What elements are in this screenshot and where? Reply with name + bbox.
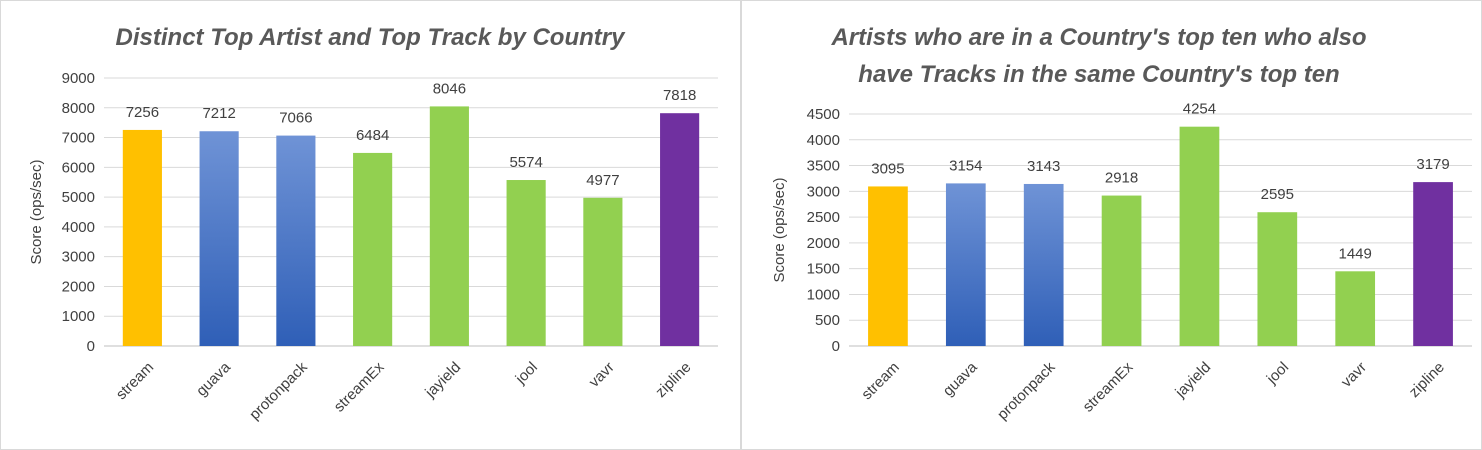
bar-protonpack bbox=[1023, 183, 1064, 346]
x-tick-label-jool: jool bbox=[512, 359, 541, 388]
data-label-jayield: 4254 bbox=[1183, 101, 1216, 118]
data-label-streamEx: 6484 bbox=[356, 127, 389, 144]
chart-panel-left: Distinct Top Artist and Top Track by Cou… bbox=[0, 0, 741, 450]
bar-vavr bbox=[1335, 271, 1376, 346]
x-tick-label-vavr: vavr bbox=[1338, 359, 1370, 391]
y-tick-label: 0 bbox=[87, 338, 95, 355]
x-tick-label-vavr: vavr bbox=[586, 359, 618, 391]
bar-guava bbox=[199, 131, 239, 346]
y-tick-label: 3000 bbox=[807, 183, 840, 200]
y-tick-label: 3500 bbox=[807, 158, 840, 175]
data-label-jool: 2595 bbox=[1261, 186, 1294, 203]
x-tick-label-guava: guava bbox=[940, 358, 981, 399]
bar-jool bbox=[1257, 212, 1298, 346]
data-label-zipline: 7818 bbox=[663, 87, 696, 104]
bar-guava bbox=[945, 183, 986, 346]
data-label-guava: 7212 bbox=[202, 105, 235, 122]
y-tick-label: 1500 bbox=[807, 261, 840, 278]
x-tick-label-jayield: jayield bbox=[1171, 359, 1214, 402]
chart-title: have Tracks in the same Country's top te… bbox=[858, 61, 1339, 88]
data-label-jayield: 8046 bbox=[433, 80, 466, 97]
chart-title: Artists who are in a Country's top ten w… bbox=[830, 24, 1366, 51]
y-tick-label: 8000 bbox=[62, 100, 95, 117]
bar-streamEx bbox=[1101, 195, 1142, 346]
x-tick-label-protonpack: protonpack bbox=[994, 358, 1059, 423]
data-label-guava: 3154 bbox=[949, 157, 982, 174]
data-label-zipline: 3179 bbox=[1416, 156, 1449, 173]
y-tick-label: 4500 bbox=[807, 106, 840, 123]
x-tick-label-zipline: zipline bbox=[1406, 359, 1448, 401]
x-tick-label-jayield: jayield bbox=[421, 359, 464, 402]
y-tick-label: 1000 bbox=[62, 308, 95, 325]
bar-chart-distinct-top-artist: Distinct Top Artist and Top Track by Cou… bbox=[28, 24, 718, 423]
bar-zipline bbox=[660, 113, 700, 347]
y-tick-label: 2500 bbox=[807, 209, 840, 226]
bar-jayield bbox=[1179, 126, 1220, 346]
y-axis-label: Score (ops/sec) bbox=[771, 177, 788, 282]
bar-vavr bbox=[583, 197, 623, 346]
data-label-vavr: 1449 bbox=[1339, 245, 1372, 262]
y-tick-label: 4000 bbox=[62, 219, 95, 236]
y-tick-label: 9000 bbox=[62, 70, 95, 87]
data-label-jool: 5574 bbox=[509, 154, 542, 171]
data-label-vavr: 4977 bbox=[586, 172, 619, 189]
chart-panel-right: Artists who are in a Country's top ten w… bbox=[741, 0, 1482, 450]
x-tick-label-jool: jool bbox=[1263, 359, 1292, 388]
y-tick-label: 7000 bbox=[62, 130, 95, 147]
bar-jayield bbox=[429, 106, 469, 347]
y-tick-label: 500 bbox=[815, 312, 840, 329]
data-label-stream: 7256 bbox=[126, 104, 159, 121]
y-axis-label: Score (ops/sec) bbox=[28, 159, 45, 264]
y-tick-label: 2000 bbox=[807, 235, 840, 252]
y-tick-label: 0 bbox=[832, 338, 840, 355]
x-tick-label-guava: guava bbox=[193, 358, 234, 399]
y-tick-label: 4000 bbox=[807, 132, 840, 149]
data-label-stream: 3095 bbox=[871, 160, 904, 177]
x-tick-label-zipline: zipline bbox=[652, 359, 694, 401]
y-tick-label: 1000 bbox=[807, 286, 840, 303]
y-tick-label: 6000 bbox=[62, 159, 95, 176]
data-label-protonpack: 3143 bbox=[1027, 158, 1060, 175]
data-label-streamEx: 2918 bbox=[1105, 170, 1138, 187]
y-tick-label: 3000 bbox=[62, 249, 95, 266]
bar-chart-artists-in-top-ten: Artists who are in a Country's top ten w… bbox=[771, 24, 1472, 423]
data-label-protonpack: 7066 bbox=[279, 110, 312, 127]
chart-title: Distinct Top Artist and Top Track by Cou… bbox=[116, 24, 627, 51]
y-tick-label: 5000 bbox=[62, 189, 95, 206]
x-tick-label-protonpack: protonpack bbox=[246, 358, 311, 423]
x-tick-label-streamEx: streamEx bbox=[331, 358, 388, 415]
bar-streamEx bbox=[353, 152, 393, 346]
x-tick-label-streamEx: streamEx bbox=[1080, 358, 1137, 415]
bar-jool bbox=[506, 180, 546, 346]
x-tick-label-stream: stream bbox=[858, 359, 902, 403]
bar-protonpack bbox=[276, 135, 316, 346]
y-tick-label: 2000 bbox=[62, 278, 95, 295]
bar-zipline bbox=[1413, 182, 1453, 346]
bar-stream bbox=[122, 129, 162, 346]
bar-stream bbox=[868, 186, 908, 346]
x-tick-label-stream: stream bbox=[113, 359, 157, 403]
